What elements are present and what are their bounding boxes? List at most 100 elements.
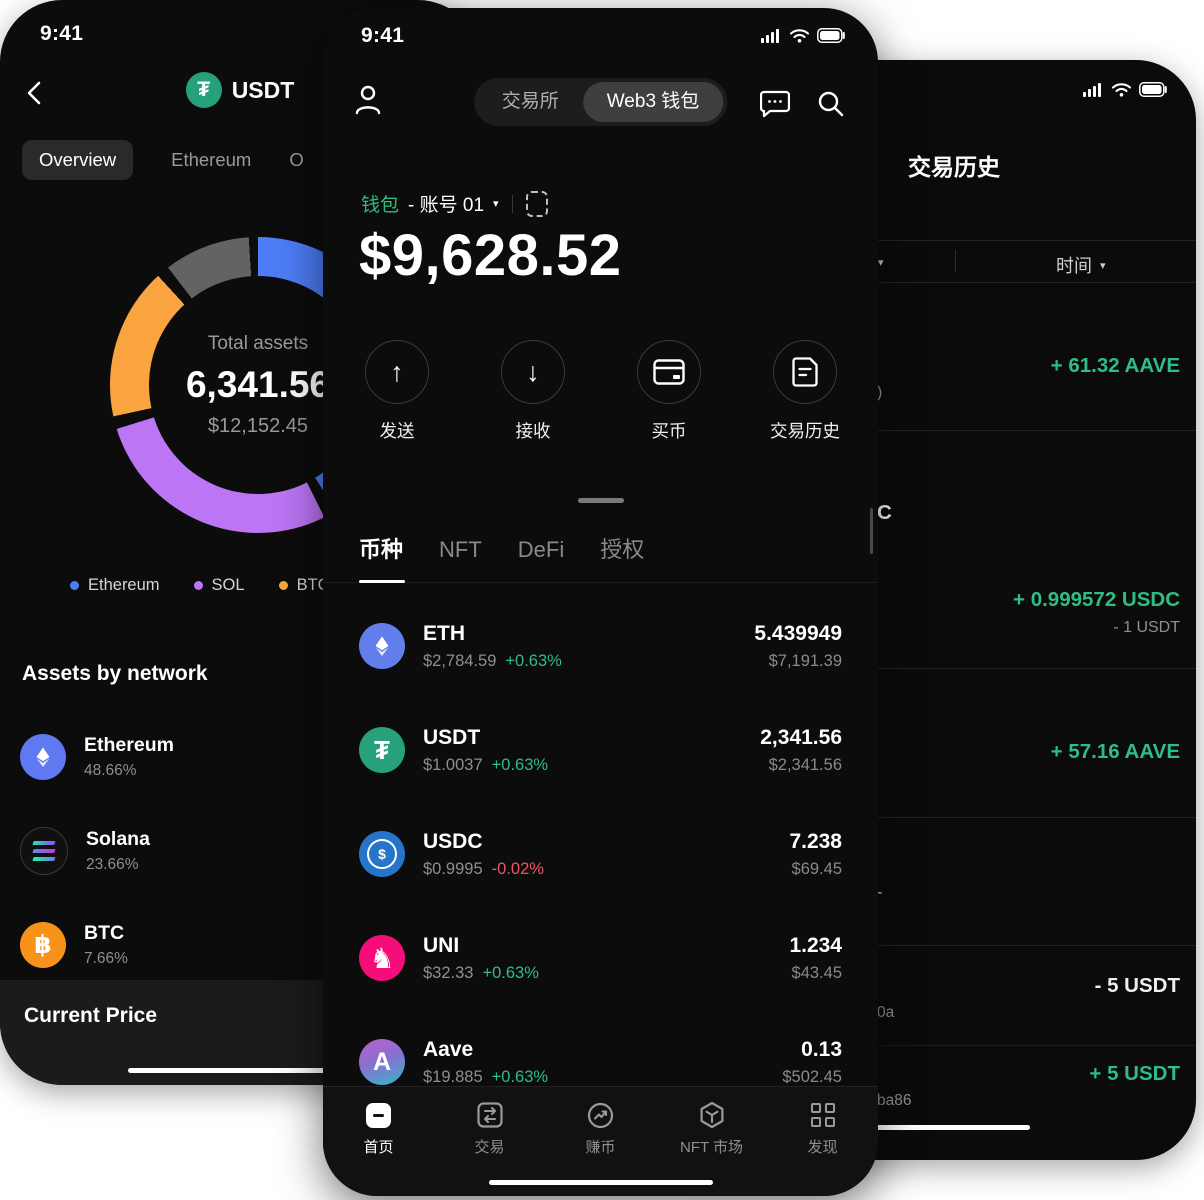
mode-switcher: 交易所 Web3 钱包 xyxy=(473,78,728,126)
token-row-usdc[interactable]: $ USDC $0.9995 -0.02% 7.238 $69.45 xyxy=(323,802,878,906)
token-price: $19.885 xyxy=(423,1067,483,1086)
total-balance: $9,628.52 xyxy=(359,223,622,288)
tx-token-fragment: C xyxy=(877,501,892,524)
tab-web3-wallet[interactable]: Web3 钱包 xyxy=(582,82,724,122)
network-row-ethereum[interactable]: Ethereum 48.66% xyxy=(20,710,460,804)
caret-down-icon: ▾ xyxy=(1100,259,1106,272)
earn-icon xyxy=(545,1100,656,1130)
token-symbol: USDT xyxy=(423,725,481,749)
chat-icon[interactable] xyxy=(760,90,790,118)
token-list: ETH $2,784.59 +0.63% 5.439949 $7,191.39 ₮… xyxy=(323,594,878,1114)
token-price: $0.9995 xyxy=(423,859,483,878)
divider xyxy=(640,430,1196,431)
tab-approvals[interactable]: 授权 xyxy=(600,537,645,562)
token-row-aave[interactable]: A Aave $19.885 +0.63% 0.13 $502.45 xyxy=(323,1010,878,1114)
network-percent: 7.66% xyxy=(84,950,128,967)
uni-icon: ♞ xyxy=(359,935,405,981)
token-change: +0.63% xyxy=(482,963,539,982)
account-name: - 账号 01 xyxy=(408,195,485,216)
nav-label: NFT 市场 xyxy=(679,1139,744,1156)
token-amount: 7.238 xyxy=(789,829,842,853)
dollar-glyph: $ xyxy=(367,839,397,869)
eth-icon xyxy=(359,623,405,669)
action-label: 交易历史 xyxy=(770,421,840,441)
token-texts: UNI $32.33 +0.63% xyxy=(423,934,771,983)
nav-home[interactable]: 首页 xyxy=(323,1087,434,1196)
action-label: 发送 xyxy=(379,421,415,441)
token-value: $43.45 xyxy=(791,963,842,982)
buy-action[interactable]: 买币 xyxy=(619,340,719,443)
status-time: 9:41 xyxy=(40,22,84,45)
tether-icon: ₮ xyxy=(185,72,222,108)
caret-down-icon: ▾ xyxy=(493,198,499,210)
token-tabs: Overview Ethereum O xyxy=(22,140,304,180)
wifi-icon xyxy=(789,29,810,43)
account-selector[interactable]: 钱包 - 账号 01 ▾ xyxy=(361,190,548,217)
token-amount: 1.234 xyxy=(789,933,842,957)
token-row-usdt[interactable]: ₮ USDT $1.0037 +0.63% 2,341.56 $2,341.56 xyxy=(323,698,878,802)
token-texts: Aave $19.885 +0.63% xyxy=(423,1038,764,1087)
token-price: $1.0037 xyxy=(423,755,483,774)
network-texts: BTC 7.66% xyxy=(84,922,128,968)
divider xyxy=(640,240,1196,241)
search-icon[interactable] xyxy=(817,90,844,117)
nav-earn[interactable]: 赚币 xyxy=(545,1087,656,1196)
token-change: +0.63% xyxy=(491,755,549,774)
network-row-solana[interactable]: Solana 23.66% xyxy=(20,804,460,898)
status-icons xyxy=(761,28,846,43)
tab-coins[interactable]: 币种 xyxy=(359,537,404,562)
nav-label: 首页 xyxy=(363,1139,394,1156)
tab-exchange[interactable]: 交易所 xyxy=(501,91,559,112)
nav-nft-market[interactable]: NFT 市场 xyxy=(656,1087,767,1196)
status-time: 9:41 xyxy=(361,24,405,47)
tab-overview[interactable]: Overview xyxy=(22,140,134,180)
filter-fragment-caret[interactable]: ▾ xyxy=(878,257,884,269)
filter-separator xyxy=(955,250,956,272)
tab-ethereum[interactable]: Ethereum xyxy=(171,149,252,170)
tab-nft[interactable]: NFT xyxy=(439,537,482,562)
token-symbol: ETH xyxy=(423,621,465,645)
time-filter[interactable]: 时间 ▾ xyxy=(1056,252,1106,278)
aave-icon: A xyxy=(359,1039,405,1085)
divider xyxy=(640,282,1196,283)
token-title: USDT xyxy=(231,76,295,103)
token-row-uni[interactable]: ♞ UNI $32.33 +0.63% 1.234 $43.45 xyxy=(323,906,878,1010)
battery-icon xyxy=(1139,82,1167,97)
divider xyxy=(323,582,878,583)
center-phone-frame: 9:41 交易所 Web3 钱包 钱包 - 账号 01 ▾ $9,628.52 … xyxy=(323,8,878,1196)
scan-icon[interactable] xyxy=(525,190,548,217)
tab-truncated[interactable]: O xyxy=(289,149,304,170)
action-label: 接收 xyxy=(515,421,551,441)
receive-action[interactable]: ↓ 接收 xyxy=(483,340,583,443)
tab-defi[interactable]: DeFi xyxy=(517,537,565,562)
time-filter-label: 时间 xyxy=(1056,256,1092,276)
home-indicator[interactable] xyxy=(488,1180,713,1185)
network-list: Ethereum 48.66% Solana 23.66% ฿ BTC 7.66… xyxy=(20,710,460,992)
send-action[interactable]: ↑ 发送 xyxy=(347,340,447,443)
token-balances: 1.234 $43.45 xyxy=(789,934,842,983)
token-change: +0.63% xyxy=(491,1067,549,1086)
card-icon xyxy=(637,340,701,404)
profile-icon[interactable] xyxy=(353,84,383,116)
home-indicator[interactable] xyxy=(128,1068,352,1073)
network-row-btc[interactable]: ฿ BTC 7.66% xyxy=(20,898,460,992)
history-action[interactable]: 交易历史 xyxy=(755,340,855,443)
back-icon[interactable] xyxy=(24,80,46,106)
network-name: Ethereum xyxy=(84,734,174,756)
token-amount: 0.13 xyxy=(801,1037,842,1061)
signal-icon xyxy=(1083,83,1101,97)
token-texts: USDT $1.0037 +0.63% xyxy=(423,726,742,775)
token-row-eth[interactable]: ETH $2,784.59 +0.63% 5.439949 $7,191.39 xyxy=(323,594,878,698)
token-symbol: UNI xyxy=(423,933,460,957)
home-indicator[interactable] xyxy=(806,1125,1030,1130)
usdt-icon: ₮ xyxy=(359,727,405,773)
nav-trade[interactable]: 交易 xyxy=(434,1087,545,1196)
nav-discover[interactable]: 发现 xyxy=(767,1087,878,1196)
token-symbol: USDC xyxy=(423,829,483,853)
token-texts: USDC $0.9995 -0.02% xyxy=(423,830,771,879)
scrollbar[interactable] xyxy=(870,508,873,554)
sheet-drag-handle[interactable] xyxy=(577,498,624,503)
tx-amount: - 5 USDT xyxy=(1094,974,1180,997)
token-value: $2,341.56 xyxy=(768,755,842,774)
divider xyxy=(640,945,1196,946)
